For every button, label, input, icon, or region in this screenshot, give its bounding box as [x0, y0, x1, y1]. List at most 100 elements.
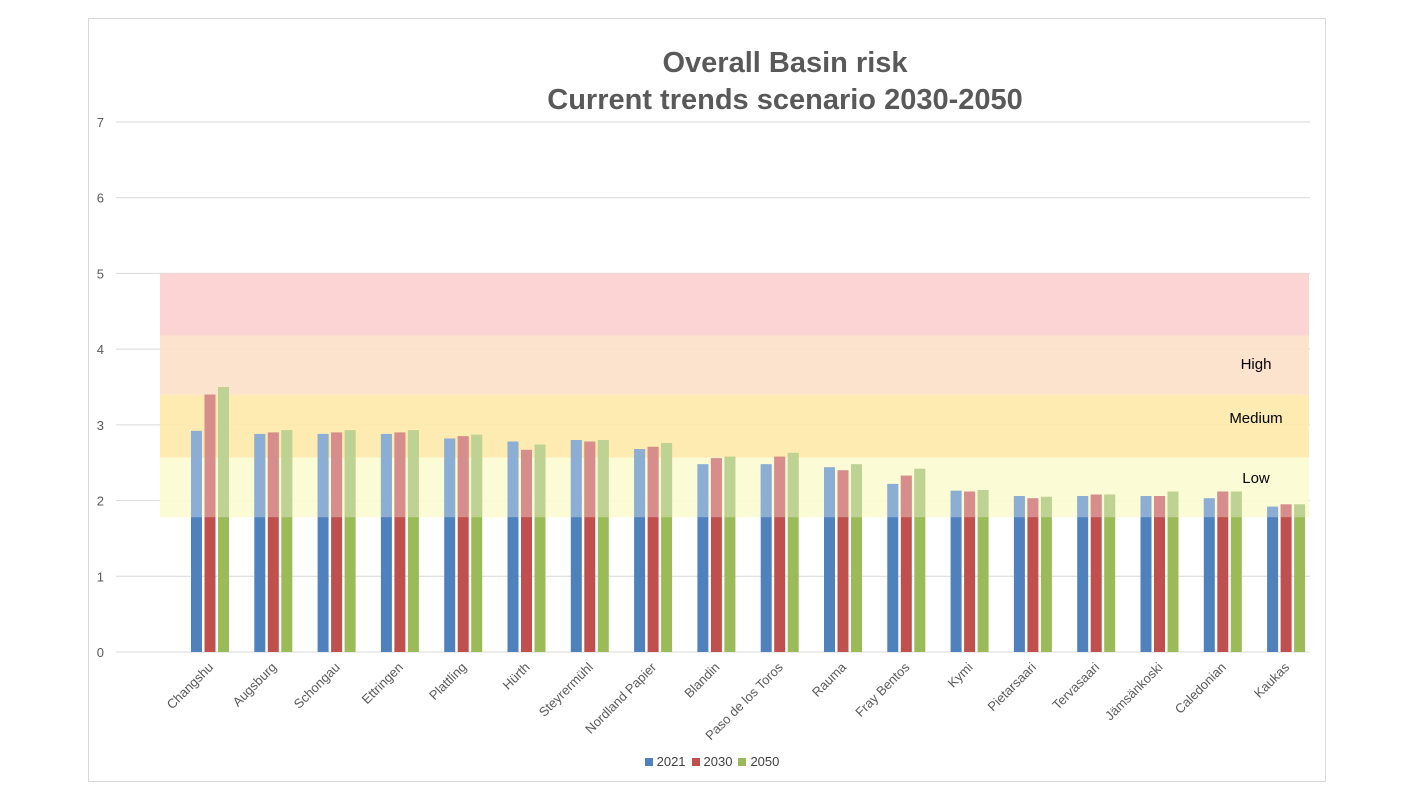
bar-overlay [900, 475, 912, 518]
bar-overlay [1040, 496, 1052, 518]
bar-overlay [1090, 494, 1102, 518]
y-tick-label: 0 [97, 645, 104, 660]
bar [407, 430, 419, 652]
bar [597, 440, 609, 652]
bar-overlay [570, 440, 582, 518]
bar-overlay [851, 464, 862, 518]
x-tick-label: Rauma [809, 659, 850, 700]
bar-overlay [407, 430, 419, 518]
bar [977, 489, 989, 652]
bar-overlay [760, 464, 772, 518]
bar [584, 441, 596, 652]
bar-overlay [597, 440, 609, 518]
bar-overlay [647, 446, 659, 518]
bar [471, 434, 483, 652]
bar [634, 449, 646, 652]
bar [697, 464, 709, 652]
bar [344, 430, 356, 652]
bar [1090, 494, 1102, 652]
bar [444, 438, 456, 652]
bar [1230, 491, 1242, 652]
risk-band-label: Medium [1229, 410, 1282, 427]
bar-overlay [661, 443, 673, 518]
x-tick-label: Kymi [945, 659, 976, 690]
bar-overlay [1154, 496, 1165, 518]
bar-overlay [380, 433, 392, 518]
bar-overlay [191, 430, 202, 518]
bar-overlay [774, 456, 786, 518]
x-tick-label: Plattling [426, 660, 469, 703]
x-tick-label: Schongau [291, 660, 343, 712]
legend-item: 2050 [738, 754, 779, 769]
bar [204, 394, 216, 652]
bar-overlay [914, 468, 926, 518]
bar-overlay [710, 458, 722, 518]
bar [724, 456, 736, 652]
bar [1280, 504, 1292, 652]
x-tick-label: Fray Bentos [852, 659, 913, 720]
bar [760, 464, 772, 652]
risk-band-label: High [1241, 356, 1272, 373]
x-tick-label: Jämsänkoski [1102, 659, 1166, 723]
legend-label: 2030 [703, 754, 733, 769]
x-tick-label: Hürth [500, 660, 533, 693]
legend-swatch [691, 758, 700, 766]
bar-overlay [1077, 496, 1089, 518]
bar [191, 430, 202, 652]
bar [457, 436, 469, 652]
chart-title: Overall Basin risk [662, 47, 908, 79]
bar [1104, 494, 1116, 652]
bar [950, 490, 962, 652]
legend-label: 2050 [750, 754, 780, 769]
bar [570, 440, 582, 652]
bar [824, 467, 835, 652]
x-tick-label: Blandin [681, 660, 722, 701]
y-tick-label: 4 [97, 342, 104, 357]
bar [254, 433, 266, 652]
bar [281, 430, 293, 652]
bar [331, 432, 343, 652]
bar [267, 432, 279, 652]
bar [914, 468, 926, 652]
bar-overlay [1203, 498, 1215, 518]
bar [1077, 496, 1089, 652]
bar [1294, 504, 1306, 652]
bar-overlay [950, 490, 962, 518]
bar-overlay [534, 444, 546, 518]
bar-overlay [1280, 504, 1292, 518]
legend-item: 2030 [691, 754, 733, 769]
risk-band [160, 273, 1309, 336]
legend-swatch [738, 758, 747, 766]
bar-overlay [977, 489, 989, 518]
x-tick-label: Steyrermühl [536, 659, 596, 719]
legend-item: 2021 [644, 754, 686, 769]
risk-band [160, 335, 1309, 395]
x-tick-label: Changshu [164, 660, 217, 713]
bar-overlay [218, 387, 229, 518]
bar-overlay [1230, 491, 1242, 518]
bar-overlay [521, 449, 532, 518]
bar-overlay [1140, 496, 1152, 518]
chart-legend: 2021 2030 2050 [0, 754, 1424, 769]
bar-overlay [724, 456, 736, 518]
bar-overlay [204, 394, 216, 518]
bar-overlay [331, 432, 343, 518]
bar-overlay [634, 449, 646, 518]
bar-overlay [584, 441, 596, 518]
bar-overlay [697, 464, 709, 518]
x-tick-label: Ettringen [359, 660, 406, 707]
bar [1267, 506, 1279, 652]
bar [394, 432, 406, 652]
bar [1167, 491, 1179, 652]
bar-overlay [1027, 498, 1039, 518]
bar-overlay [317, 433, 329, 518]
bar-overlay [887, 483, 899, 518]
bar [534, 444, 546, 652]
x-tick-label: Tervasaari [1049, 659, 1102, 712]
bar [710, 458, 722, 652]
bar [1217, 491, 1229, 652]
bar-overlay [824, 467, 835, 518]
risk-band-label: Low [1242, 470, 1270, 487]
bar-overlay [787, 452, 799, 518]
bar [1013, 496, 1025, 652]
